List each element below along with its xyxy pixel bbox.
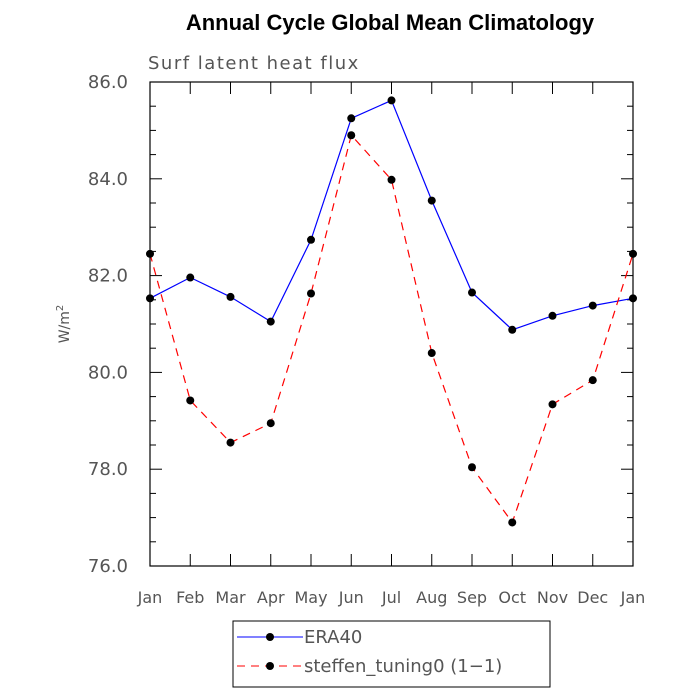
y-axis-label: W/m2	[55, 305, 73, 344]
series-1-point	[347, 131, 356, 140]
series-line-1	[149, 133, 634, 524]
series-1-point	[427, 349, 436, 358]
series-line-0	[149, 99, 634, 331]
series-0-point	[186, 273, 195, 282]
x-tick-label: Mar	[215, 588, 246, 607]
x-tick-label: Sep	[457, 588, 487, 607]
series-1-point	[588, 376, 597, 385]
series-1-point	[226, 438, 235, 447]
series-0-point	[347, 114, 356, 123]
x-tick-label: Jan	[137, 588, 163, 607]
y-tick-label: 82.0	[88, 266, 128, 287]
series-0-point	[226, 292, 235, 301]
chart-subtitle: Surf latent heat flux	[148, 53, 360, 74]
series-0-point	[588, 301, 597, 310]
series-0-point	[468, 288, 476, 297]
x-tick-label: Oct	[498, 588, 526, 607]
series-1-point	[146, 249, 154, 258]
x-axis-ticks: Jan Feb Mar Apr May Jun Jul Aug Sep Oct Nov Dec Jan	[137, 82, 646, 607]
chart-title: Annual Cycle Global Mean Climatology	[186, 10, 595, 35]
series-1-point	[548, 400, 557, 409]
x-tick-label: Jul	[381, 588, 401, 607]
legend-label-era40: ERA40	[304, 627, 362, 648]
series-0-point	[307, 235, 315, 244]
series-1-point	[307, 289, 315, 298]
y-tick-label: 84.0	[88, 169, 128, 190]
legend-label-steffen: steffen_tuning0 (1−1)	[304, 656, 502, 677]
series-0-point	[146, 294, 154, 303]
series-1-point	[186, 396, 195, 405]
x-tick-label: Dec	[577, 588, 608, 607]
series-0-point	[387, 96, 396, 105]
x-tick-label: Nov	[537, 588, 568, 607]
y-tick-label: 86.0	[88, 72, 128, 93]
series-1-point	[629, 249, 637, 258]
y-tick-label: 76.0	[88, 556, 128, 577]
series-1-point	[266, 419, 275, 428]
series-0-point	[548, 311, 557, 320]
series-layer	[146, 96, 637, 527]
x-tick-label: Feb	[176, 588, 204, 607]
x-tick-label: Jun	[338, 588, 364, 607]
y-axis-label-superscript: 2	[55, 305, 66, 311]
legend-marker-era40	[266, 633, 274, 641]
legend-marker-steffen	[266, 662, 274, 670]
y-tick-label: 78.0	[88, 459, 128, 480]
y-axis-ticks: 76.0 78.0 80.0 82.0 84.0 86.0	[88, 72, 633, 577]
legend-box	[232, 620, 551, 688]
series-1-point	[508, 518, 517, 527]
series-0-point	[508, 325, 517, 334]
x-tick-label: Jan	[620, 588, 646, 607]
series-1-point	[468, 463, 476, 472]
plot-frame	[149, 81, 634, 567]
x-tick-label: Apr	[257, 588, 285, 607]
series-0-point	[427, 196, 436, 205]
series-1-point	[387, 175, 396, 184]
y-tick-label: 80.0	[88, 362, 128, 383]
legend: ERA40 steffen_tuning0 (1−1)	[232, 620, 551, 688]
series-0-point	[266, 317, 275, 326]
x-tick-label: Aug	[416, 588, 447, 607]
y-axis-label-text: W/m	[57, 311, 73, 343]
x-tick-label: May	[294, 588, 327, 607]
series-0-point	[629, 294, 637, 303]
